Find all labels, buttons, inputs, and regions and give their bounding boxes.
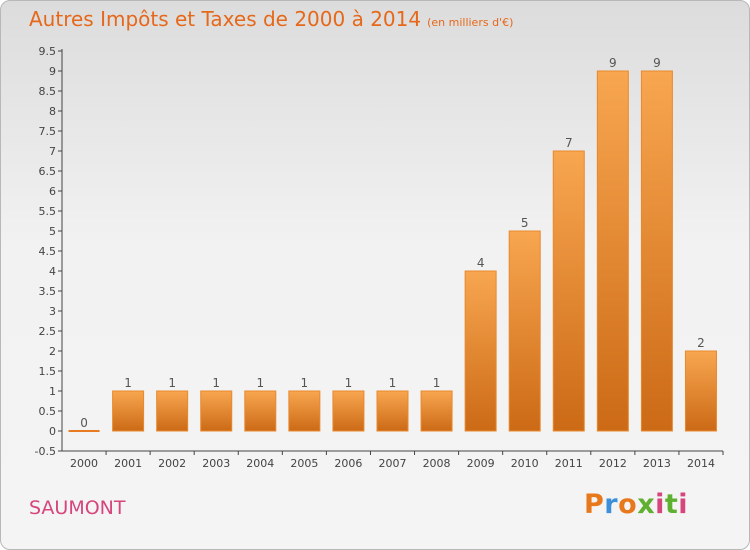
- x-tick-label: 2008: [423, 457, 451, 470]
- y-tick-label: 8.5: [39, 85, 57, 98]
- bar-data-label: 1: [124, 376, 132, 390]
- bar-data-label: 1: [301, 376, 309, 390]
- bar: [552, 150, 585, 432]
- y-tick-label: 5.5: [39, 205, 57, 218]
- logo-letter: i: [678, 489, 689, 520]
- bar: [112, 390, 145, 432]
- bar: [508, 230, 541, 432]
- x-tick-label: 2006: [334, 457, 362, 470]
- logo-letter: P: [584, 489, 605, 520]
- bar: [684, 350, 717, 432]
- bar: [596, 70, 629, 432]
- y-tick-label: 1: [49, 385, 56, 398]
- chart-subtitle: (en milliers d'€): [427, 16, 514, 29]
- y-tick-label: 7.5: [39, 125, 57, 138]
- x-tick-label: 2011: [555, 457, 583, 470]
- bar-data-label: 2: [697, 336, 705, 350]
- proxiti-logo: Proxiti: [584, 489, 688, 520]
- commune-name: SAUMONT: [29, 497, 126, 519]
- bar-data-label: 4: [477, 256, 485, 270]
- bar-data-label: 1: [345, 376, 353, 390]
- y-tick-label: 3: [49, 305, 56, 318]
- x-tick-label: 2014: [687, 457, 715, 470]
- x-tick-label: 2010: [511, 457, 539, 470]
- logo-letter: i: [655, 489, 665, 520]
- bar-data-label: 1: [433, 376, 441, 390]
- y-tick-label: 0: [49, 425, 56, 438]
- y-tick-label: 2: [49, 345, 56, 358]
- bar: [332, 390, 365, 432]
- logo-letter: r: [604, 489, 619, 520]
- bar: [420, 390, 453, 432]
- bar: [200, 390, 233, 432]
- y-tick-label: 5: [49, 225, 56, 238]
- bar-data-label: 1: [168, 376, 176, 390]
- x-tick-label: 2002: [158, 457, 186, 470]
- y-tick-label: 9: [49, 65, 56, 78]
- bar-data-label: 0: [80, 416, 88, 430]
- y-tick-label: -0.5: [35, 445, 56, 458]
- y-tick-label: 1.5: [39, 365, 57, 378]
- x-tick-label: 2007: [379, 457, 407, 470]
- x-tick-label: 2004: [246, 457, 274, 470]
- bar-data-label: 5: [521, 216, 529, 230]
- bar: [156, 390, 189, 432]
- x-tick-label: 2003: [202, 457, 230, 470]
- x-tick-label: 2000: [70, 457, 98, 470]
- x-tick-label: 2001: [114, 457, 142, 470]
- x-tick-label: 2009: [467, 457, 495, 470]
- y-tick-label: 9.5: [39, 45, 57, 58]
- x-tick-label: 2012: [599, 457, 627, 470]
- y-tick-label: 6: [49, 185, 56, 198]
- logo-letter: o: [618, 489, 638, 520]
- x-tick-label: 2005: [290, 457, 318, 470]
- y-tick-label: 7: [49, 145, 56, 158]
- logo-letter: x: [637, 489, 656, 520]
- y-tick-label: 3.5: [39, 285, 57, 298]
- bar-data-label: 1: [256, 376, 264, 390]
- y-tick-label: 0.5: [39, 405, 57, 418]
- bar-data-label: 9: [653, 56, 661, 70]
- y-tick-label: 8: [49, 105, 56, 118]
- bar-data-label: 7: [565, 136, 573, 150]
- bar: [640, 70, 673, 432]
- bar-data-label: 1: [212, 376, 220, 390]
- bar-data-label: 9: [609, 56, 617, 70]
- bar: [288, 390, 321, 432]
- y-tick-label: 4.5: [39, 245, 57, 258]
- bar: [376, 390, 409, 432]
- bar-data-label: 1: [389, 376, 397, 390]
- bar: [464, 270, 497, 432]
- bar: [244, 390, 277, 432]
- y-tick-label: 2.5: [39, 325, 57, 338]
- logo-letter: t: [664, 489, 679, 520]
- chart-title: Autres Impôts et Taxes de 2000 à 2014 (en…: [29, 7, 513, 31]
- y-tick-label: 4: [49, 265, 56, 278]
- x-tick-label: 2013: [643, 457, 671, 470]
- chart-title-text: Autres Impôts et Taxes de 2000 à 2014: [29, 7, 422, 31]
- y-tick-label: 6.5: [39, 165, 57, 178]
